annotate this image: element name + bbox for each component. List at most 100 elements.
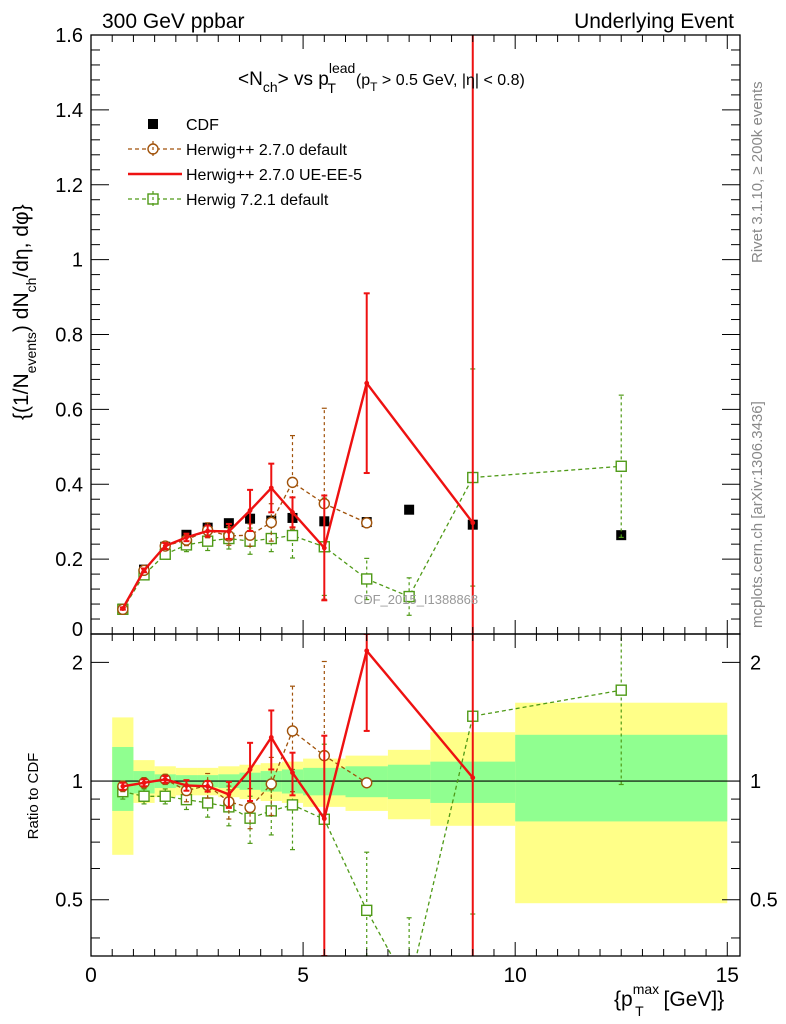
- series-point: [286, 476, 299, 489]
- x-tick-label: 5: [297, 964, 309, 987]
- title-part: (p: [356, 72, 370, 89]
- series-point: [286, 799, 299, 811]
- series-point: [404, 982, 414, 992]
- series-point: [162, 776, 168, 782]
- y-tick-label: 0.6: [55, 399, 83, 421]
- series-point: [265, 778, 277, 790]
- series-point: [226, 791, 232, 797]
- title-part: ch: [23, 278, 39, 293]
- x-tick-label: 0: [85, 964, 97, 987]
- title-part: ) dN: [10, 292, 33, 332]
- title-part: lead: [329, 60, 355, 76]
- series-point: [247, 508, 253, 513]
- series-point: [470, 520, 476, 526]
- y-axis-label-ratio: Ratio to CDF: [25, 753, 42, 840]
- series-point: [286, 529, 299, 542]
- series-point: [244, 801, 256, 814]
- ratio-y-tick-label: 2: [72, 652, 83, 674]
- series-point: [120, 783, 126, 789]
- series-point: [361, 904, 373, 917]
- series-point: [201, 797, 214, 809]
- ratio-y-tick-label-right: 0.5: [750, 890, 778, 912]
- series-point: [361, 517, 373, 529]
- series-point: [364, 648, 370, 654]
- title-part: T: [327, 80, 336, 96]
- series-point: [286, 725, 299, 737]
- y-tick-label: 0: [72, 619, 83, 641]
- ratio-band-inner: [387, 764, 431, 800]
- y-tick-label: 0.4: [55, 474, 83, 496]
- series-point: [470, 775, 476, 781]
- legend: CDF Herwig++ 2.7.0 default Herwig++ 2.7.0 …: [128, 117, 362, 209]
- legend-label-cdf: CDF: [186, 117, 219, 134]
- series-point: [268, 735, 274, 740]
- series-point: [184, 782, 189, 788]
- series-point: [205, 528, 211, 534]
- series-point: [361, 777, 373, 789]
- ratio-y-tick-label: 0.5: [55, 890, 83, 912]
- ratio-y-tick-label-right: 2: [750, 652, 761, 674]
- title-part: /dη, dφ}: [10, 204, 33, 277]
- series-point: [247, 767, 253, 772]
- title-part: <N: [238, 69, 263, 90]
- series-point: [321, 816, 327, 822]
- x-axis-label: {pmax T [GeV]}: [614, 981, 724, 1019]
- y-tick-label: 0.8: [55, 325, 83, 347]
- series-point: [290, 770, 295, 776]
- ratio-y-tick-label: 1: [72, 771, 83, 793]
- series-point: [205, 783, 211, 789]
- ratio-line-2: [122, 689, 622, 956]
- y-tick-label: 1: [72, 250, 83, 272]
- title-part: > vs p: [278, 69, 329, 90]
- title-part: > 0.5 GeV, |η| < 0.8): [377, 72, 524, 89]
- series-line-2: [122, 465, 622, 610]
- series-point: [364, 380, 370, 386]
- header-right: Underlying Event: [574, 10, 734, 33]
- title-part: {p: [614, 988, 633, 1011]
- y-tick-label: 0.2: [55, 549, 83, 571]
- ratio-y-tick-label-right: 1: [750, 771, 761, 793]
- main-data-layer: [117, 35, 627, 634]
- title-part: T: [635, 1003, 644, 1019]
- ratio-band-inner: [112, 746, 134, 811]
- ratio-line-1: [122, 648, 474, 822]
- y-tick-label: 1.4: [55, 100, 83, 122]
- series-point: [244, 812, 256, 824]
- series-point: [265, 516, 277, 529]
- rivet-label: Rivet 3.1.10, ≥ 200k events: [749, 81, 766, 263]
- series-point: [403, 590, 415, 603]
- series-point: [615, 684, 627, 696]
- series-line-1: [121, 380, 474, 610]
- y-tick-label: 1.6: [55, 25, 83, 47]
- title-part: max: [633, 981, 659, 997]
- legend-label: Herwig++ 2.7.0 UE-EE-5: [186, 167, 362, 184]
- series-point: [184, 535, 189, 540]
- main-panel: 00.20.40.60.811.21.41.6<Nch> vs plead T (p…: [10, 25, 741, 641]
- series-point: [159, 790, 171, 802]
- series-point: [162, 543, 168, 549]
- data-point-cdf: [404, 504, 415, 515]
- series-point: [321, 545, 327, 551]
- series-point: [138, 790, 150, 802]
- legend-label: Herwig 7.2.1 default: [186, 192, 329, 209]
- header-left: 300 GeV ppbar: [102, 10, 244, 33]
- ratio-frame: [90, 633, 741, 957]
- chart-title: <Nch> vs plead T (pT > 0.5 GeV, |η| < 0.8): [238, 60, 525, 96]
- series-point: [120, 606, 126, 611]
- legend-marker-cdf: [148, 119, 158, 129]
- x-tick-label: 10: [504, 964, 527, 987]
- series-point: [361, 573, 373, 585]
- title-part: events: [23, 332, 39, 373]
- x-tick-label: 15: [716, 964, 739, 987]
- watermark: CDF_2015_I1388868: [354, 592, 478, 607]
- legend-label: Herwig++ 2.7.0 default: [186, 142, 348, 159]
- series-point: [268, 485, 274, 491]
- title-part: {(1/N: [10, 373, 33, 420]
- y-axis-label-main: {(1/Nevents) dNch/dη, dφ}: [10, 204, 39, 420]
- series-point: [141, 780, 147, 786]
- series-point: [141, 567, 147, 573]
- title-part: [GeV]}: [658, 988, 725, 1011]
- mcplots-label: mcplots.cern.ch [arXiv:1306.3436]: [749, 401, 766, 628]
- ratio-panel: 0 5 10 15 0.5 0.5 1 1 2 2 {pmax T [GeV]}: [55, 633, 778, 1019]
